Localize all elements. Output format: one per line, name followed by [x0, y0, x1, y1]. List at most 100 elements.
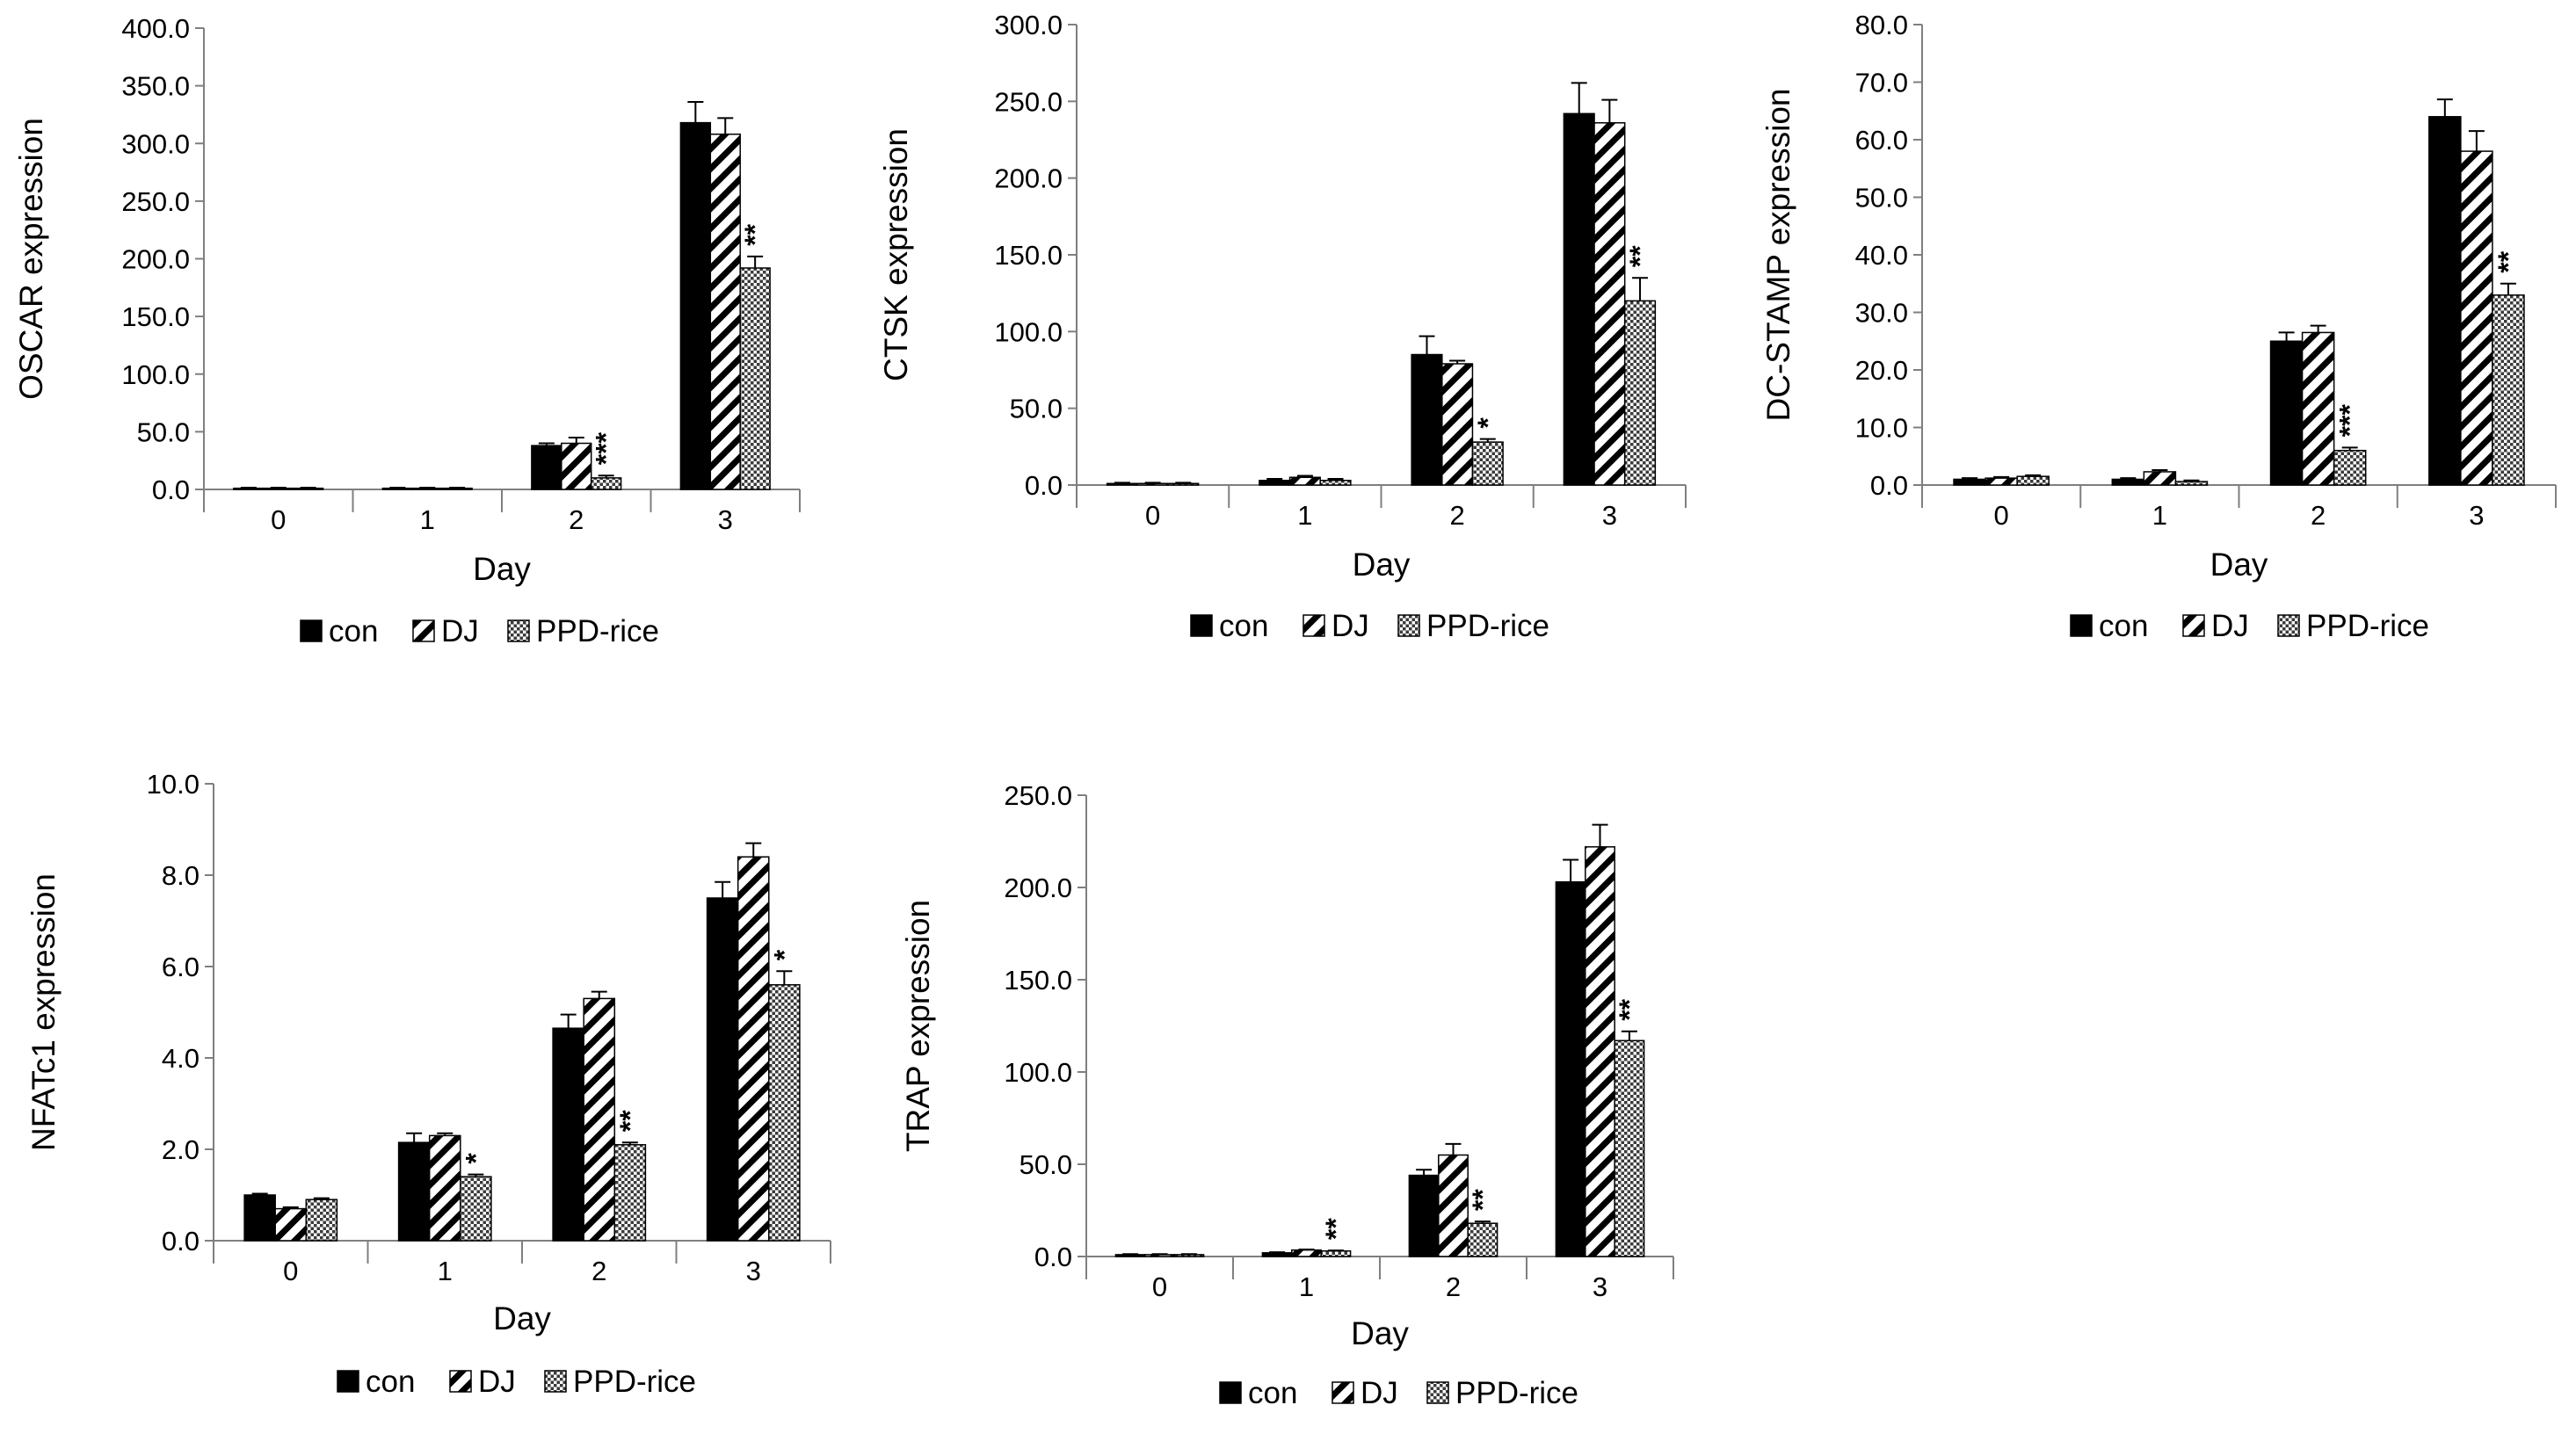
bar-DJ-day1: [428, 1134, 461, 1242]
bar-con-day0: [1106, 482, 1139, 486]
legend-swatch-PPD-rice: [544, 1370, 567, 1393]
y-tick-label: 300.0: [994, 10, 1063, 40]
legend-swatch-con: [2070, 614, 2093, 637]
significance-label: **: [1624, 245, 1656, 267]
legend-swatch-DJ: [1332, 1381, 1354, 1404]
bar-PPD-rice-day0: [1167, 482, 1200, 486]
bar-con-day0: [243, 1194, 276, 1242]
x-tick-label: 3: [1602, 500, 1617, 531]
chart-panel-4: 0.0 50.0 100.0 150.0 200.0 250.0 0 1 2 3 ** ** ** TRA…: [900, 780, 1674, 1410]
y-tick-label: 200.0: [1004, 873, 1072, 903]
x-tick-label: 3: [746, 1256, 761, 1286]
bar-PPD-rice-day3: [768, 984, 801, 1242]
bar-DJ-day3: [1585, 846, 1615, 1257]
bar-PPD-rice-day3: [1623, 300, 1657, 486]
y-tick-label: 2.0: [162, 1134, 200, 1165]
legend-label-DJ: DJ: [441, 614, 479, 648]
bar-PPD-rice-day3: [739, 267, 771, 490]
legend-label-DJ: DJ: [2211, 609, 2249, 643]
legend-label-con: con: [2099, 609, 2148, 643]
bar-con-day3: [1563, 112, 1595, 486]
bar-DJ-day1: [1291, 1249, 1322, 1257]
y-tick-label: 100.0: [1004, 1057, 1072, 1088]
significance-label: *: [768, 949, 800, 960]
y-tick-label: 10.0: [1855, 413, 1908, 444]
bar-con-day3: [2428, 116, 2462, 486]
bar-con-day1: [1259, 480, 1291, 486]
x-tick-label: 1: [1297, 500, 1312, 531]
y-tick-label: 300.0: [121, 128, 190, 159]
legend-swatch-DJ: [412, 619, 435, 642]
legend-label-PPD-rice: PPD-rice: [2306, 609, 2429, 643]
y-tick-label: 250.0: [121, 186, 190, 217]
y-tick-label: 150.0: [1004, 965, 1072, 996]
x-tick-label: 1: [1299, 1271, 1314, 1302]
x-tick-label: 2: [1450, 500, 1465, 531]
bar-con-day3: [706, 897, 739, 1242]
x-tick-label: 1: [2152, 500, 2167, 531]
y-axis-title: NFATc1 expression: [25, 873, 62, 1151]
legend-swatch-DJ: [1303, 614, 1325, 637]
bar-con-day2: [1411, 353, 1443, 486]
y-tick-label: 0.0: [1025, 470, 1063, 501]
x-axis-title: Day: [1353, 547, 1411, 583]
significance-label: *: [460, 1153, 491, 1164]
legend-swatch-DJ: [2182, 614, 2205, 637]
y-tick-label: 250.0: [1004, 780, 1072, 811]
y-tick-label: 0.0: [162, 1226, 200, 1257]
y-tick-label: 50.0: [1855, 183, 1908, 214]
x-tick-label: 0: [271, 504, 286, 535]
charts-root: 0.050.0100.0150.0200.0250.0300.0350.0400…: [13, 10, 2557, 1410]
significance-label: **: [2493, 250, 2524, 272]
bar-PPD-rice-day1: [2174, 481, 2209, 486]
y-axis-title: OSCAR expression: [13, 118, 49, 400]
chart-panel-2: 0.0 10.0 20.0 30.0 40.0 50.0 60.0 70.0 80.0 0 1 2 3 *…: [1760, 10, 2557, 643]
y-tick-label: 60.0: [1855, 125, 1908, 156]
significance-label: ***: [591, 431, 622, 465]
bar-PPD-rice-day3: [1614, 1039, 1645, 1257]
x-tick-label: 3: [718, 504, 733, 535]
bar-con-day3: [679, 121, 712, 490]
bar-PPD-rice-day2: [590, 477, 622, 490]
y-tick-label: 50.0: [1010, 394, 1063, 424]
y-tick-label: 100.0: [994, 316, 1063, 347]
legend-swatch-PPD-rice: [1426, 1381, 1449, 1404]
x-tick-label: 1: [420, 504, 435, 535]
legend-label-PPD-rice: PPD-rice: [573, 1365, 696, 1399]
legend-swatch-con: [1219, 1381, 1242, 1404]
legend-label-DJ: DJ: [1332, 609, 1369, 643]
y-tick-label: 50.0: [137, 416, 190, 447]
legend-label-PPD-rice: PPD-rice: [536, 614, 659, 648]
y-tick-label: 0.0: [1870, 470, 1908, 501]
legend: con DJ PPD-rice: [2070, 609, 2429, 643]
x-tick-label: 0: [1994, 500, 2009, 531]
legend-swatch-con: [1190, 614, 1213, 637]
legend-label-con: con: [1248, 1376, 1297, 1410]
bar-con-day2: [531, 445, 562, 490]
significance-label: **: [1320, 1218, 1352, 1240]
x-tick-label: 0: [1145, 500, 1160, 531]
bar-DJ-day1: [2143, 471, 2177, 486]
y-tick-label: 50.0: [1020, 1149, 1072, 1180]
x-tick-label: 1: [438, 1256, 453, 1286]
bar-con-day2: [552, 1027, 584, 1242]
bar-DJ-day0: [1136, 482, 1169, 486]
legend: con DJ PPD-rice: [337, 1365, 696, 1399]
bar-DJ-day1: [1288, 476, 1321, 486]
bar-PPD-rice-day0: [305, 1199, 338, 1242]
y-tick-label: 250.0: [994, 86, 1063, 117]
bar-DJ-day2: [1438, 1154, 1469, 1257]
legend-swatch-con: [300, 619, 323, 642]
y-tick-label: 150.0: [121, 301, 190, 332]
legend-label-con: con: [1219, 609, 1268, 643]
significance-label: **: [614, 1110, 646, 1132]
y-tick-label: 8.0: [162, 860, 200, 891]
x-axis-title: Day: [493, 1300, 551, 1336]
bar-con-day1: [397, 1141, 431, 1242]
x-axis-title: Day: [1351, 1315, 1409, 1351]
x-tick-label: 2: [1446, 1271, 1461, 1302]
bar-PPD-rice-day2: [1471, 441, 1504, 486]
significance-label: **: [1467, 1189, 1498, 1211]
y-axis-title: CTSK expression: [878, 128, 914, 381]
legend-label-DJ: DJ: [1361, 1376, 1398, 1410]
